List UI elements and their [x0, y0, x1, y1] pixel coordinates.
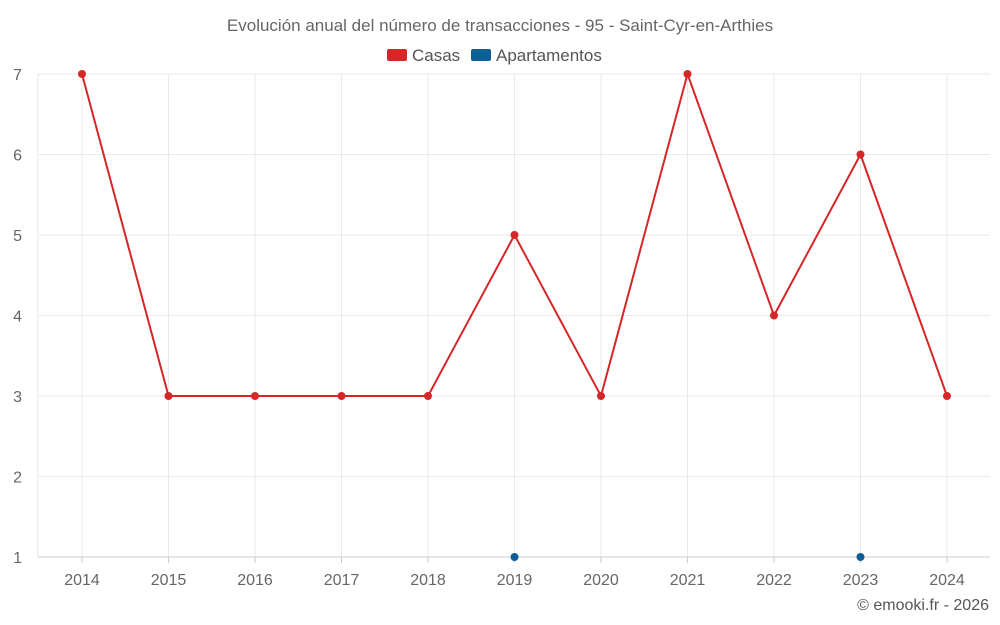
data-point-casas[interactable] [770, 311, 778, 320]
y-tick-label: 4 [13, 309, 22, 326]
data-point-apartamentos[interactable] [856, 553, 865, 561]
data-point-casas[interactable] [943, 392, 951, 400]
x-tick-label: 2016 [237, 572, 273, 589]
y-tick-label: 3 [13, 389, 22, 406]
data-point-apartamentos[interactable] [510, 553, 519, 561]
y-tick-label: 2 [13, 470, 22, 487]
x-tick-label: 2014 [64, 572, 100, 589]
copyright-text: © emooki.fr - 2026 [857, 597, 989, 614]
legend-swatch-casas[interactable] [387, 49, 407, 61]
y-tick-label: 7 [13, 67, 22, 84]
x-tick-label: 2017 [324, 572, 360, 589]
data-point-casas[interactable] [424, 392, 432, 400]
chart-title: Evolución anual del número de transaccio… [227, 16, 773, 35]
data-point-casas[interactable] [856, 150, 865, 159]
x-tick-label: 2020 [583, 572, 619, 589]
x-tick-label: 2023 [843, 572, 879, 589]
data-point-casas[interactable] [78, 70, 86, 78]
legend-label-apartamentos[interactable]: Apartamentos [496, 46, 602, 65]
x-tick-label: 2018 [410, 572, 446, 589]
data-point-casas[interactable] [597, 392, 605, 400]
x-tick-label: 2019 [497, 572, 533, 589]
axes: 1 2 3 4 5 6 7 2014 2015 2016 2017 2018 2019 2020 2021 2… [13, 67, 990, 589]
data-point-casas[interactable] [164, 392, 173, 400]
x-tick-label: 2015 [151, 572, 187, 589]
data-point-casas[interactable] [683, 70, 692, 78]
gridlines [38, 73, 990, 557]
legend: Casas Apartamentos [387, 46, 602, 65]
y-tick-label: 6 [13, 148, 22, 165]
x-tick-label: 2021 [670, 572, 706, 589]
x-tick-label: 2022 [756, 572, 792, 589]
y-tick-label: 1 [13, 550, 22, 567]
y-tick-label: 5 [13, 228, 22, 245]
data-point-casas[interactable] [510, 231, 519, 239]
data-point-casas[interactable] [337, 392, 346, 400]
legend-swatch-apartamentos[interactable] [471, 49, 491, 61]
x-tick-label: 2024 [929, 572, 965, 589]
legend-label-casas[interactable]: Casas [412, 46, 460, 65]
data-point-casas[interactable] [251, 392, 259, 400]
series [78, 70, 951, 561]
